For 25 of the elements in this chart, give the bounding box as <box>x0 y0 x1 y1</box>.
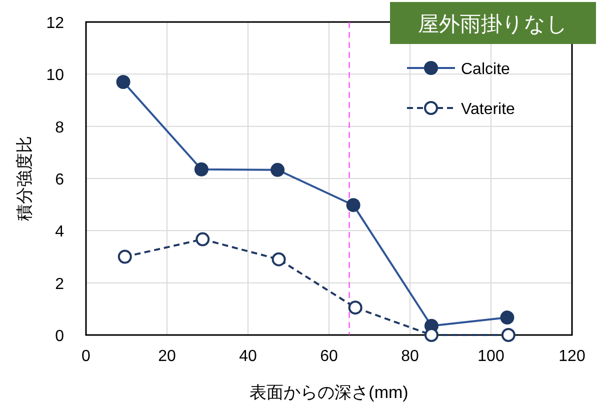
y-tick-label: 10 <box>46 67 64 84</box>
y-tick-label: 2 <box>55 276 64 293</box>
y-tick-label: 6 <box>55 172 64 188</box>
x-tick-label: 20 <box>158 348 176 365</box>
x-tick-label: 60 <box>320 348 338 365</box>
y-tick-label: 8 <box>55 119 64 136</box>
x-tick-label: 0 <box>82 348 91 365</box>
point <box>348 300 362 315</box>
y-tick-label: 4 <box>55 224 64 241</box>
y-tick-label: 12 <box>46 15 64 32</box>
legend-label: Calcite <box>461 61 510 78</box>
point <box>196 232 210 246</box>
point <box>272 252 286 266</box>
x-tick-label: 120 <box>558 348 586 365</box>
x-tick-label: 40 <box>239 348 257 365</box>
x-tick-label: 80 <box>401 348 419 365</box>
x-axis-title: 表面からの深さ(mm) <box>250 383 408 402</box>
x-tick-label: 100 <box>478 348 504 365</box>
point <box>424 328 438 342</box>
point <box>501 328 516 342</box>
chart-title: 屋外雨掛りなし <box>418 13 568 36</box>
legend-label: Vaterite <box>461 101 516 118</box>
y-axis-title: 積分強度比 <box>15 136 34 221</box>
point <box>118 250 132 264</box>
y-tick-label: 0 <box>55 328 64 345</box>
